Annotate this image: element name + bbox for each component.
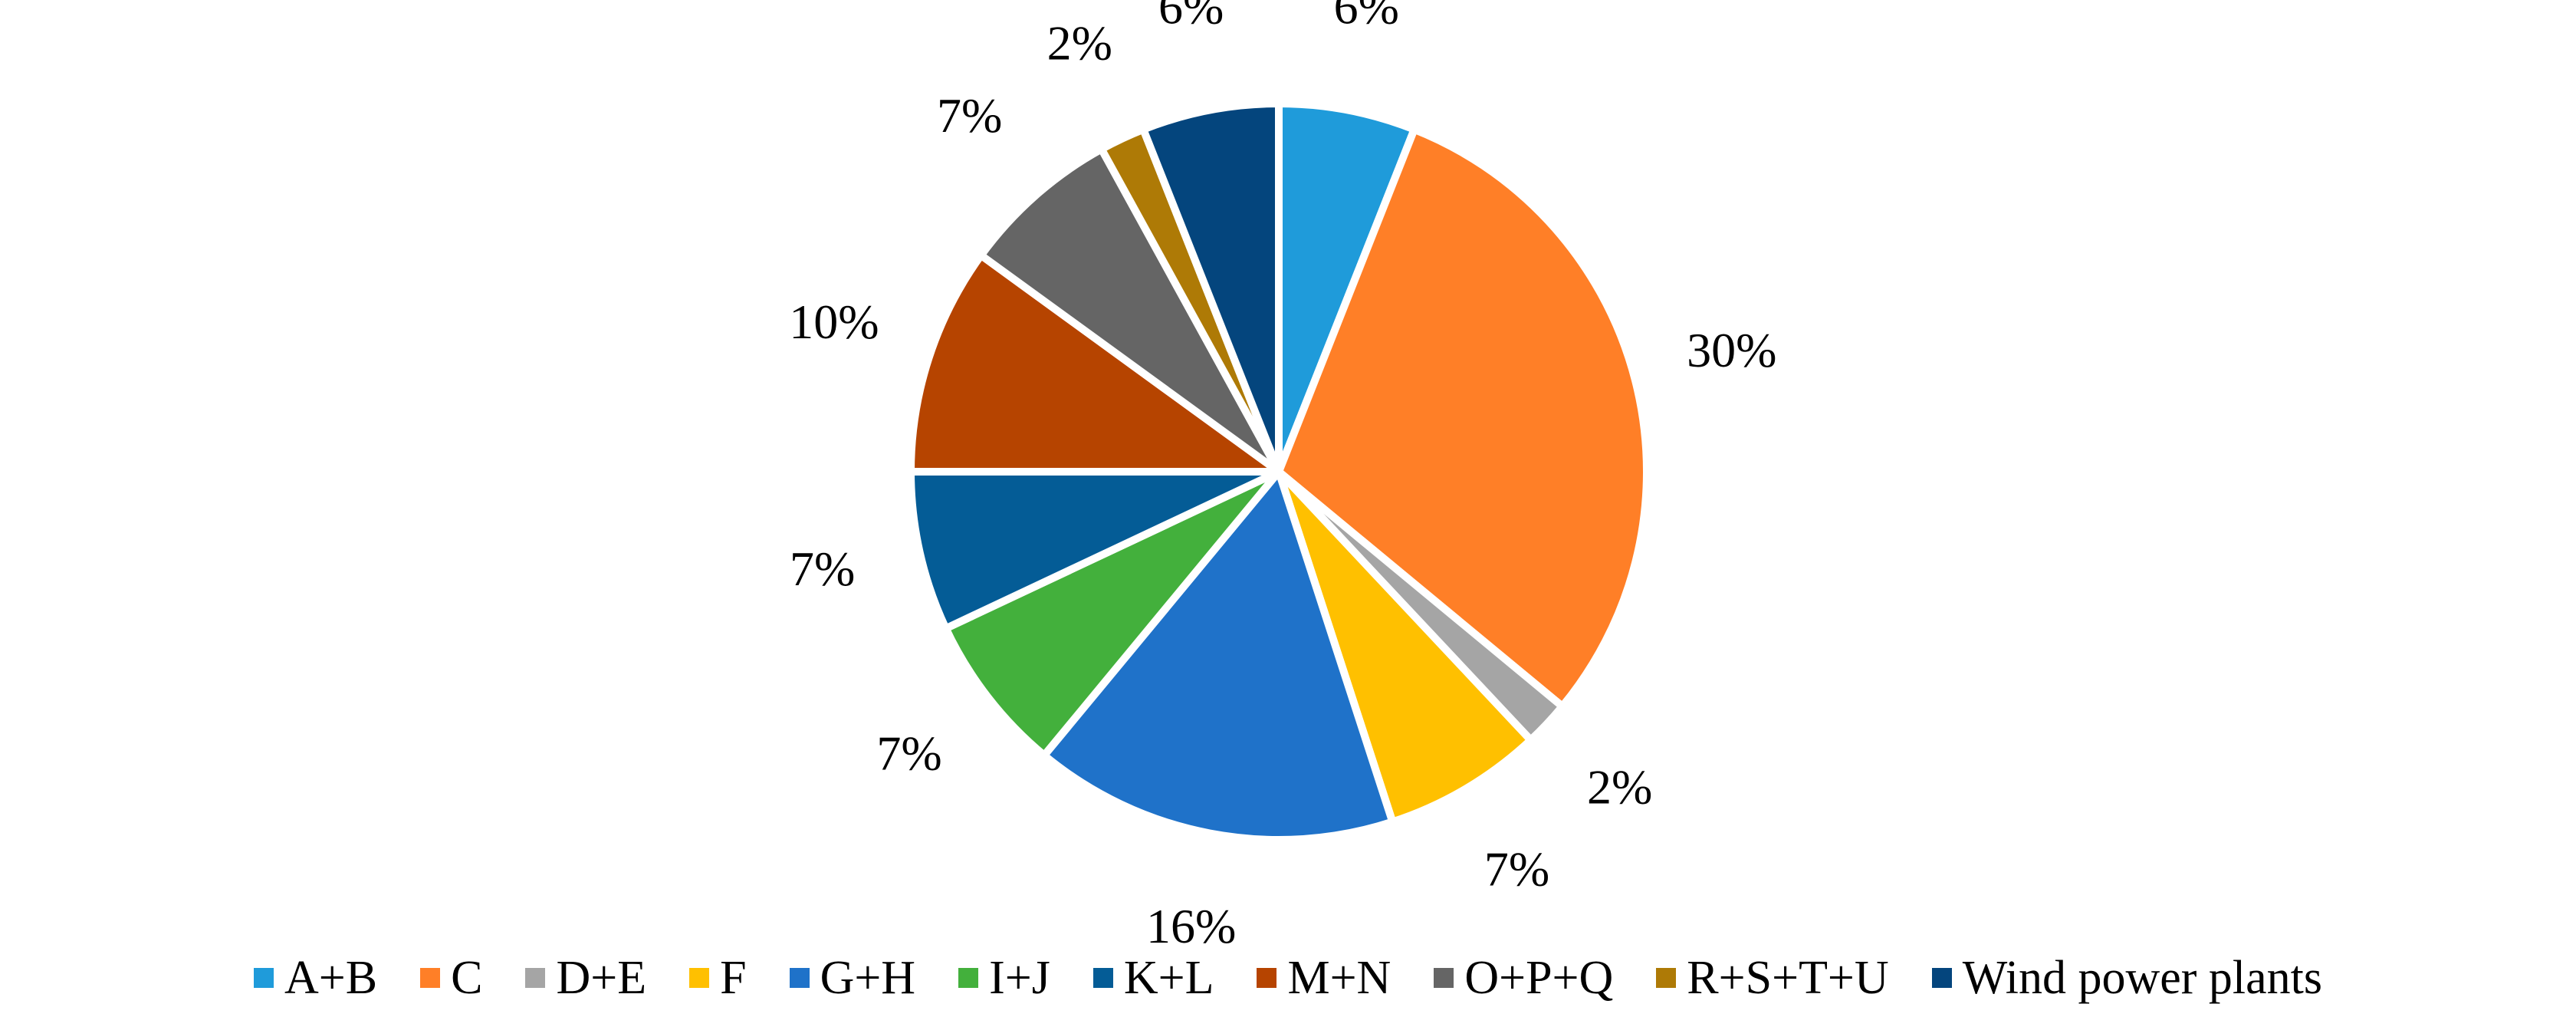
legend-swatch [1656, 968, 1677, 988]
legend-label: C [451, 952, 483, 1004]
legend-swatch [525, 968, 546, 988]
legend-item-g-h: G+H [789, 952, 916, 1004]
legend-swatch [689, 968, 710, 988]
legend-item-r-s-t-u: R+S+T+U [1656, 952, 1889, 1004]
legend-item-f: F [689, 952, 747, 1004]
legend-label: K+L [1123, 952, 1214, 1004]
legend-swatch [789, 968, 810, 988]
data-label-wind-power-plants: 6% [1158, 0, 1224, 34]
legend-item-k-l: K+L [1092, 952, 1214, 1004]
legend-label: A+B [284, 952, 378, 1004]
data-label-k-l: 7% [790, 541, 855, 596]
data-label-m-n: 10% [789, 295, 879, 349]
legend-label: R+S+T+U [1687, 952, 1889, 1004]
data-label-i-j: 7% [876, 726, 941, 781]
legend-swatch [254, 968, 274, 988]
data-label-c: 30% [1687, 323, 1776, 377]
data-label-g-h: 16% [1146, 899, 1236, 953]
legend-label: I+J [989, 952, 1050, 1004]
data-label-d-e: 2% [1587, 759, 1652, 814]
legend-label: D+E [556, 952, 647, 1004]
legend-label: G+H [820, 952, 916, 1004]
pie-slice-m-n [907, 251, 1283, 476]
legend-swatch [958, 968, 979, 988]
data-label-a-b: 6% [1334, 0, 1399, 34]
pie-slice-o-p-q [977, 145, 1283, 476]
legend-label: O+P+Q [1464, 952, 1614, 1004]
legend-item-o-p-q: O+P+Q [1434, 954, 1613, 1002]
data-label-o-p-q: 7% [937, 88, 1002, 143]
data-label-f: 7% [1484, 842, 1549, 897]
legend-label: F [720, 952, 747, 1004]
chart-legend: A+B C D+E F G+H I+J K+L M+N O+P+Q R+S+T+U Wind pow… [0, 945, 2576, 1011]
pie-data-labels: 6% 30% 2% 7% 16% 7% 7% 10% 7% 2% 6% [789, 0, 1776, 953]
legend-swatch [420, 968, 441, 988]
legend-item-a-b: A+B [254, 954, 377, 1002]
legend-item-d-e: D+E [525, 954, 646, 1002]
legend-item-i-j: I+J [958, 954, 1050, 1002]
pie-slice-g-h [1040, 468, 1397, 844]
legend-swatch [1257, 968, 1277, 988]
legend-item-m-n: M+N [1257, 954, 1391, 1002]
legend-swatch [1092, 968, 1113, 988]
legend-label: Wind power plants [1962, 952, 2322, 1004]
legend-swatch [1434, 968, 1454, 988]
pie-slice-c [1275, 125, 1651, 710]
data-label-r-s-t-u: 2% [1047, 16, 1112, 71]
pie-slice-wind-power-plants [1139, 100, 1283, 476]
legend-item-wind-power-plants: Wind power plants [1931, 952, 2322, 1004]
legend-swatch [1931, 968, 1952, 988]
pie-slice-i-j [941, 468, 1283, 759]
pie-slices [907, 100, 1651, 844]
pie-slice-f [1275, 468, 1535, 826]
pie-slice-k-l [907, 468, 1283, 633]
legend-label: M+N [1287, 952, 1392, 1004]
legend-item-c: C [420, 954, 482, 1002]
